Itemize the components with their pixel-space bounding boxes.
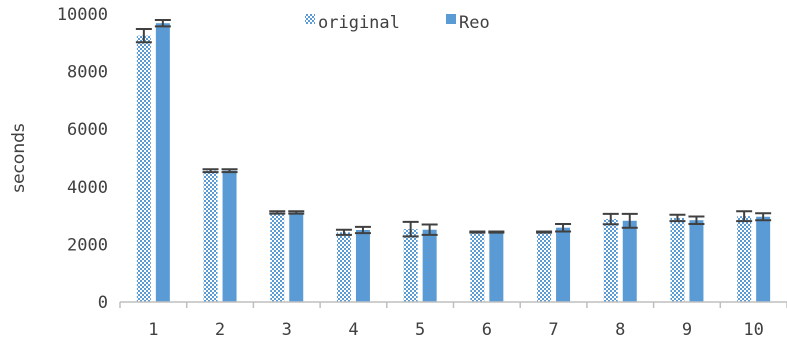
x-tick-label: 10	[743, 320, 763, 340]
error-bar-original-3	[269, 210, 286, 215]
error-bar-original-9	[669, 213, 686, 223]
bar-reo-4	[355, 230, 370, 302]
x-tick-label: 4	[348, 320, 358, 340]
error-bar-original-7	[536, 230, 553, 234]
legend-swatch-original	[305, 14, 315, 24]
legend: original Reo	[305, 13, 490, 33]
bar-original-4	[336, 232, 351, 302]
x-tick-label: 3	[282, 320, 292, 340]
x-tick-label: 1	[148, 320, 158, 340]
bar-original-2	[203, 170, 218, 302]
error-bar-original-8	[602, 212, 619, 226]
bar-reo-2	[222, 170, 237, 302]
y-tick-label: 8000	[67, 63, 108, 83]
y-tick-label: 6000	[67, 120, 108, 140]
x-tick-label: 8	[615, 320, 625, 340]
error-bar-original-1	[135, 27, 152, 44]
error-bar-original-6	[469, 230, 486, 234]
y-tick-label: 2000	[67, 235, 108, 255]
y-tick-label: 4000	[67, 178, 108, 198]
x-tick-label: 2	[215, 320, 225, 340]
bar-reo-3	[289, 212, 304, 302]
error-bar-reo-2	[221, 168, 238, 174]
y-tick-label: 0	[98, 293, 108, 313]
bar-original-8	[603, 219, 618, 302]
error-bar-original-2	[202, 168, 219, 174]
bar-reo-10	[756, 216, 771, 302]
bars-group	[136, 23, 771, 302]
legend-label-reo: Reo	[459, 13, 490, 33]
error-bar-reo-8	[621, 212, 638, 229]
y-tick-label: 10000	[57, 5, 108, 25]
legend-swatch-reo	[446, 14, 456, 24]
error-bar-reo-10	[755, 212, 772, 222]
error-bar-reo-6	[488, 230, 505, 234]
error-bar-reo-9	[688, 215, 705, 225]
bar-original-1	[136, 35, 151, 302]
x-tick-label: 5	[415, 320, 425, 340]
error-bar-original-4	[335, 228, 352, 236]
y-axis-ticks: 0 2000 4000 6000 8000 10000	[57, 5, 108, 313]
bar-reo-6	[489, 232, 504, 302]
bar-original-5	[403, 229, 418, 302]
legend-label-original: original	[318, 13, 400, 33]
error-bars-group	[135, 19, 772, 238]
x-tick-label: 9	[682, 320, 692, 340]
error-bar-original-10	[736, 210, 753, 223]
x-axis-ticks: 1 2 3 4 5 6 7 8 9 10	[119, 302, 787, 340]
x-tick-label: 6	[482, 320, 492, 340]
error-bar-original-5	[402, 220, 419, 238]
y-axis-title: seconds	[9, 123, 29, 193]
error-bar-reo-1	[154, 19, 171, 28]
bar-original-7	[537, 232, 552, 302]
error-bar-reo-7	[555, 222, 572, 233]
bar-reo-9	[689, 220, 704, 302]
bar-original-10	[737, 216, 752, 302]
error-bar-reo-5	[421, 223, 438, 236]
error-bar-reo-3	[288, 210, 305, 215]
bar-reo-5	[422, 229, 437, 302]
bar-reo-1	[155, 23, 170, 302]
x-tick-label: 7	[548, 320, 558, 340]
bar-original-6	[470, 232, 485, 302]
bar-original-9	[670, 217, 685, 302]
bar-reo-8	[622, 220, 637, 302]
bar-original-3	[270, 212, 285, 302]
bar-reo-7	[556, 227, 571, 302]
error-bar-reo-4	[354, 225, 371, 235]
